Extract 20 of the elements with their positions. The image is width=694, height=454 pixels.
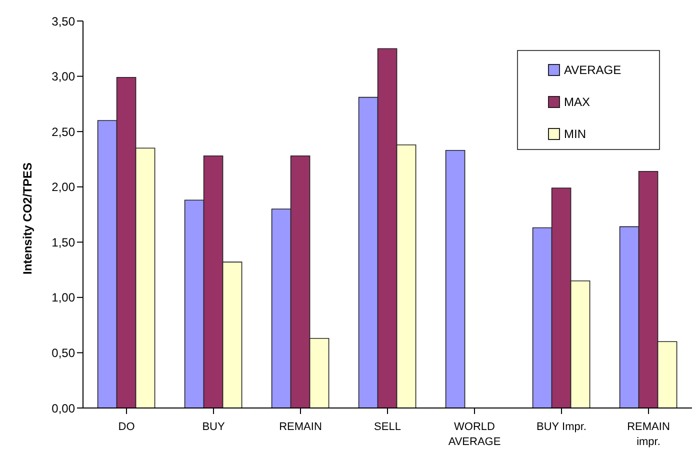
x-tick-label: BUY Impr.: [536, 421, 586, 433]
legend-label: MIN: [564, 127, 586, 141]
x-tick-label: SELL: [374, 421, 401, 433]
x-tick-label: WORLD AVERAGE: [448, 421, 501, 448]
legend-label: MAX: [564, 95, 590, 109]
y-tick-label: 2,50: [52, 124, 76, 139]
y-tick-label: 0,50: [52, 346, 76, 360]
x-tick-label: REMAIN: [279, 421, 322, 433]
y-tick-label: 1,50: [52, 235, 76, 250]
legend-label: AVERAGE: [564, 63, 622, 77]
y-tick-label: 3,00: [52, 70, 76, 84]
x-tick-label: BUY: [202, 421, 226, 433]
y-tick-label: 3,50: [52, 14, 76, 28]
x-tick-label: DO: [118, 421, 136, 433]
bar: [445, 150, 466, 408]
y-tick-label: 2,00: [52, 180, 76, 194]
y-axis-title: Intensity CO2/TPES: [20, 162, 34, 274]
y-tick-label: 1,00: [52, 290, 76, 305]
x-tick-label: REMAIN impr.: [627, 421, 670, 448]
y-tick-label: 0,00: [52, 401, 76, 416]
